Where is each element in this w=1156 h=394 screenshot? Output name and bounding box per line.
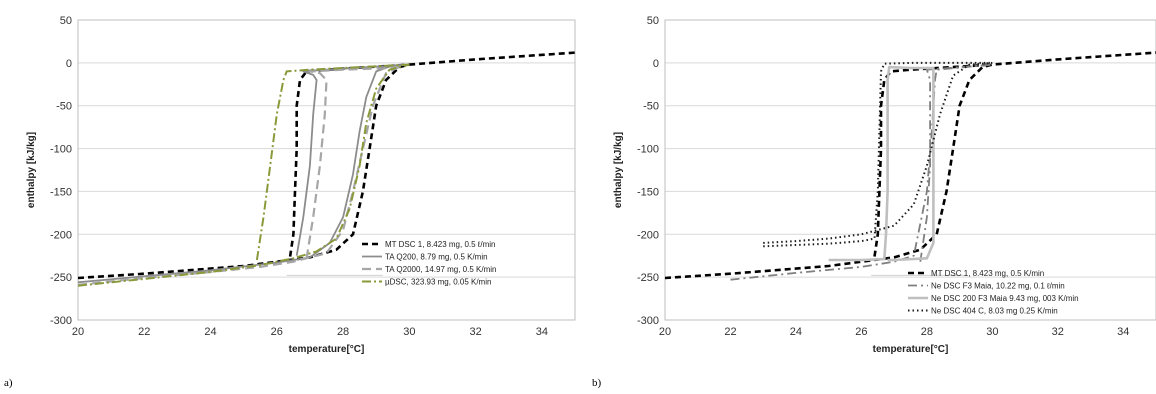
plot-area: [664, 19, 1156, 321]
y-tick-label: -150: [637, 186, 659, 198]
series-line-7: [255, 63, 410, 261]
legend-entry: MT DSC 1, 8.423 mg, 0.5 ℓ/min: [385, 240, 495, 249]
x-tick-label: 32: [469, 326, 481, 338]
series-line-4: [78, 63, 410, 286]
x-tick-label: 34: [536, 326, 548, 338]
series-line-3: [295, 63, 410, 256]
legend-entry: Ne DSC 404 C, 8.03 mg 0.25 K/min: [931, 307, 1058, 316]
legend-entry: MT DSC 1, 8.423 mg, 0.5 K/min: [931, 269, 1044, 278]
chart-panel-a: -300 -250 -200 -150 -100 -50 0 50 20 22 24 26 28 30 32…: [4, 15, 576, 389]
legend-entry: TA Q2000, 14.97 mg, 0.5 K/min: [385, 265, 496, 274]
x-tick-label: 22: [724, 326, 736, 338]
panel-label: a): [4, 377, 13, 389]
x-tick-label: 24: [790, 326, 802, 338]
y-tick-label: 50: [60, 15, 72, 27]
x-tick-label: 26: [855, 326, 867, 338]
legend: MT DSC 1, 8.423 mg, 0.5 K/min Ne DSC F3 M…: [908, 269, 1079, 316]
series-line-1: [288, 63, 410, 257]
x-tick-label: 24: [204, 326, 216, 338]
x-tick-label: 28: [337, 326, 349, 338]
plot-area: [77, 19, 576, 321]
y-tick-label: -200: [637, 229, 659, 241]
y-tick-label: -150: [50, 186, 72, 198]
y-axis-title: enthalpy [kJ/kg]: [613, 132, 624, 208]
x-tick-label: 30: [986, 326, 998, 338]
series-line-4: [828, 65, 935, 262]
y-tick-label: -250: [637, 272, 659, 284]
series-line-6: [78, 63, 410, 287]
series-line-1: [873, 63, 993, 257]
series-line-2: [730, 63, 993, 281]
x-tick-label: 30: [403, 326, 415, 338]
legend-entry: Ne DSC F3 Maia, 10.22 mg, 0.1 ℓ/min: [931, 282, 1065, 291]
legend-entry: µDSC, 323.93 mg, 0.05 K/min: [385, 278, 491, 287]
series-line-2: [78, 63, 410, 284]
x-axis-title: temperature[°C]: [289, 344, 365, 355]
legend-entry: TA Q200, 8.79 mg, 0.5 K/min: [385, 253, 488, 262]
panel-label: b): [592, 377, 602, 389]
y-tick-label: -250: [50, 272, 72, 284]
x-tick-label: 26: [271, 326, 283, 338]
x-tick-label: 20: [659, 326, 671, 338]
x-axis-title: temperature[°C]: [873, 344, 949, 355]
y-tick-label: 50: [647, 15, 659, 27]
y-tick-label: -200: [50, 229, 72, 241]
y-tick-label: -50: [643, 101, 659, 113]
x-tick-label: 32: [1052, 326, 1064, 338]
series-line-6: [763, 61, 993, 248]
y-tick-label: 0: [66, 58, 72, 70]
y-axis-title: enthalpy [kJ/kg]: [26, 132, 37, 208]
y-tick-label: -50: [56, 101, 72, 113]
series-line-5: [305, 63, 410, 259]
y-tick-label: -100: [50, 144, 72, 156]
series-line-5: [763, 61, 993, 244]
x-tick-label: 28: [921, 326, 933, 338]
series-group: [78, 51, 575, 287]
legend: MT DSC 1, 8.423 mg, 0.5 ℓ/min TA Q200, 8.…: [362, 240, 496, 287]
x-tick-label: 34: [1117, 326, 1129, 338]
series-group: [665, 51, 1156, 281]
x-tick-label: 20: [72, 326, 84, 338]
chart-panel-b: -300 -250 -200 -150 -100 -50 0 50 20 22 24 26 28 30 32…: [592, 15, 1156, 389]
series-line-3: [919, 63, 993, 262]
y-tick-label: -300: [637, 315, 659, 327]
x-tick-label: 22: [138, 326, 150, 338]
y-tick-label: -100: [637, 144, 659, 156]
series-line-0: [665, 51, 1156, 280]
legend-entry: Ne DSC 200 F3 Maia 9.43 mg, 003 K/min: [931, 294, 1079, 303]
y-tick-label: -300: [50, 315, 72, 327]
y-tick-label: 0: [653, 58, 659, 70]
